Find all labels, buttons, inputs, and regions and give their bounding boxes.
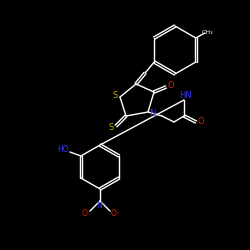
Text: O⁻: O⁻ [111, 208, 121, 218]
Text: S: S [112, 90, 118, 100]
Text: HN: HN [180, 90, 192, 100]
Text: N⁺: N⁺ [96, 200, 106, 209]
Text: N: N [149, 110, 155, 118]
Text: O: O [82, 208, 88, 218]
Text: HO: HO [57, 146, 69, 154]
Text: S: S [108, 124, 114, 132]
Text: CH₃: CH₃ [202, 30, 213, 36]
Text: O: O [198, 118, 204, 126]
Text: O: O [168, 82, 174, 90]
